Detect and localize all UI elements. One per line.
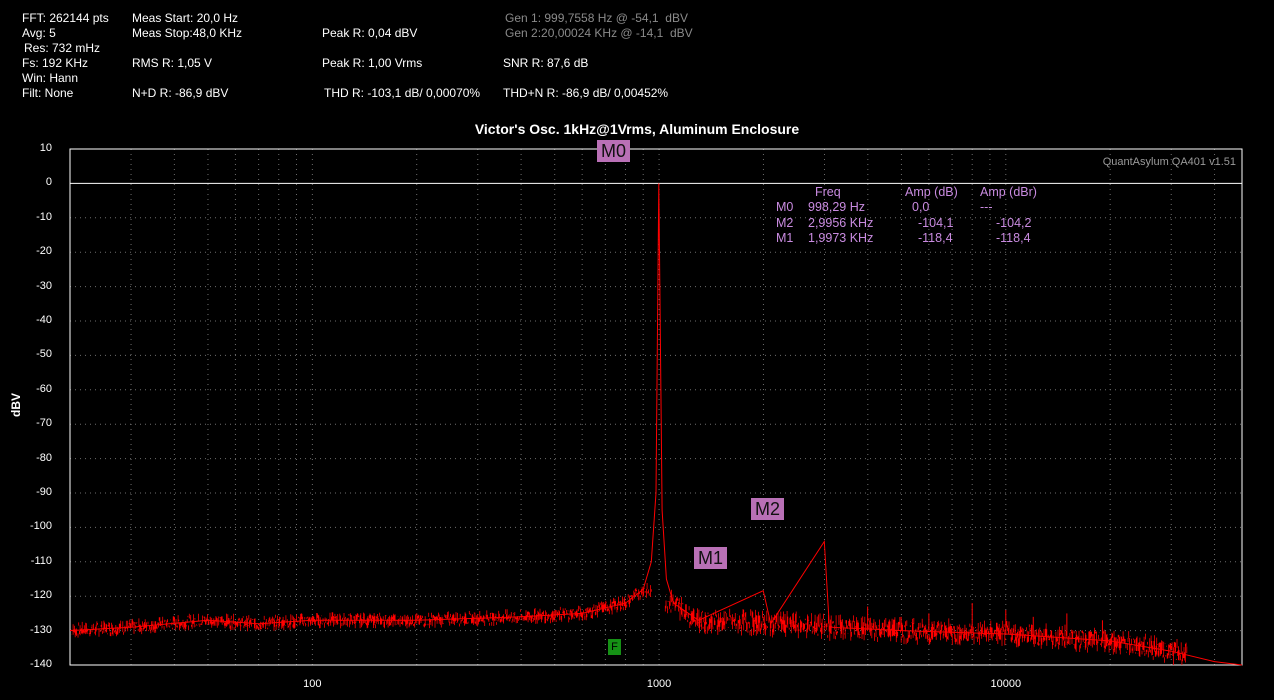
filter-stat: Filt: None xyxy=(22,86,74,100)
y-tick-label: -40 xyxy=(36,314,52,326)
marker-row-name: M0 xyxy=(776,200,794,214)
meas-stop-stat: Meas Stop:48,0 KHz xyxy=(132,26,243,40)
spur-lines xyxy=(867,603,1103,641)
marker-header-amp: Amp (dB) xyxy=(905,185,958,199)
marker-m1-tag[interactable]: M1 xyxy=(694,547,728,569)
rms-stat: RMS R: 1,05 V xyxy=(132,56,213,70)
window-stat: Win: Hann xyxy=(22,71,79,85)
chart-title: Victor's Osc. 1kHz@1Vrms, Aluminum Enclo… xyxy=(474,121,800,137)
resolution-stat: Res: 732 mHz xyxy=(24,41,101,55)
marker-row-freq: 1,9973 KHz xyxy=(808,231,874,245)
meas-start-stat: Meas Start: 20,0 Hz xyxy=(132,11,239,25)
y-axis-label: dBV xyxy=(9,393,23,417)
x-tick-label: 100 xyxy=(303,678,322,690)
marker-row-amp: -118,4 xyxy=(918,231,953,245)
marker-m0-tag[interactable]: M0 xyxy=(597,140,631,162)
x-tick-label: 10000 xyxy=(990,678,1022,690)
fft-size-stat: FFT: 262144 pts xyxy=(22,11,109,25)
y-tick-label: -130 xyxy=(29,623,52,636)
y-tick-label: 0 xyxy=(45,176,52,189)
marker-row-ampr: --- xyxy=(980,200,993,214)
y-tick-label: -20 xyxy=(36,245,52,258)
marker-header-ampr: Amp (dBr) xyxy=(980,185,1037,199)
y-tick-label: -60 xyxy=(36,382,52,395)
y-tick-label: -80 xyxy=(36,451,52,464)
fundamental-marker-tag[interactable]: F xyxy=(608,639,621,655)
marker-row-ampr: -118,4 xyxy=(996,231,1031,245)
sample-rate-stat: Fs: 192 KHz xyxy=(22,56,89,70)
generator-2-stat: Gen 2:20,00024 KHz @ -14,1 dBV xyxy=(505,26,693,40)
y-tick-label: -30 xyxy=(36,279,52,292)
plot-frame xyxy=(69,148,1243,666)
y-tick-label: -100 xyxy=(29,520,52,533)
generator-1-stat: Gen 1: 999,7558 Hz @ -54,1 dBV xyxy=(505,11,688,25)
y-tick-label: -70 xyxy=(36,417,52,430)
y-tick-label: -50 xyxy=(36,348,52,361)
marker-m2-tag[interactable]: M2 xyxy=(751,498,785,520)
y-tick-label: -90 xyxy=(36,486,52,498)
marker-row-freq: 998,29 Hz xyxy=(808,200,865,214)
peak-vrms-stat: Peak R: 1,00 Vrms xyxy=(322,56,423,70)
noise-texture xyxy=(70,583,1188,665)
y-tick-label: -120 xyxy=(29,589,52,602)
marker-row-amp: -104,1 xyxy=(918,216,954,230)
y-tick-label: -140 xyxy=(29,658,52,670)
noise-distortion-stat: N+D R: -86,9 dBV xyxy=(132,86,229,100)
marker-header-freq: Freq xyxy=(815,185,841,199)
marker-row-freq: 2,9956 KHz xyxy=(808,216,874,230)
y-tick-label: -10 xyxy=(36,210,52,223)
x-tick-label: 1000 xyxy=(646,678,672,690)
thd-stat: THD R: -103,1 dB/ 0,00070% xyxy=(324,86,481,100)
noise-floor xyxy=(70,583,1188,665)
grid-lines xyxy=(69,149,1242,665)
analyzer-watermark: QuantAsylum QA401 v1.51 xyxy=(1102,156,1236,168)
marker-row-name: M1 xyxy=(776,231,794,245)
averages-stat: Avg: 5 xyxy=(22,26,56,40)
snr-stat: SNR R: 87,6 dB xyxy=(503,56,589,70)
peak-dbv-stat: Peak R: 0,04 dBV xyxy=(322,26,418,40)
y-tick-label: -110 xyxy=(30,554,52,567)
marker-row-ampr: -104,2 xyxy=(996,216,1032,230)
marker-row-amp: 0,0 xyxy=(912,200,930,214)
marker-row-name: M2 xyxy=(776,216,794,230)
y-tick-label: 10 xyxy=(39,142,52,154)
thd-n-stat: THD+N R: -86,9 dB/ 0,00452% xyxy=(503,86,669,100)
